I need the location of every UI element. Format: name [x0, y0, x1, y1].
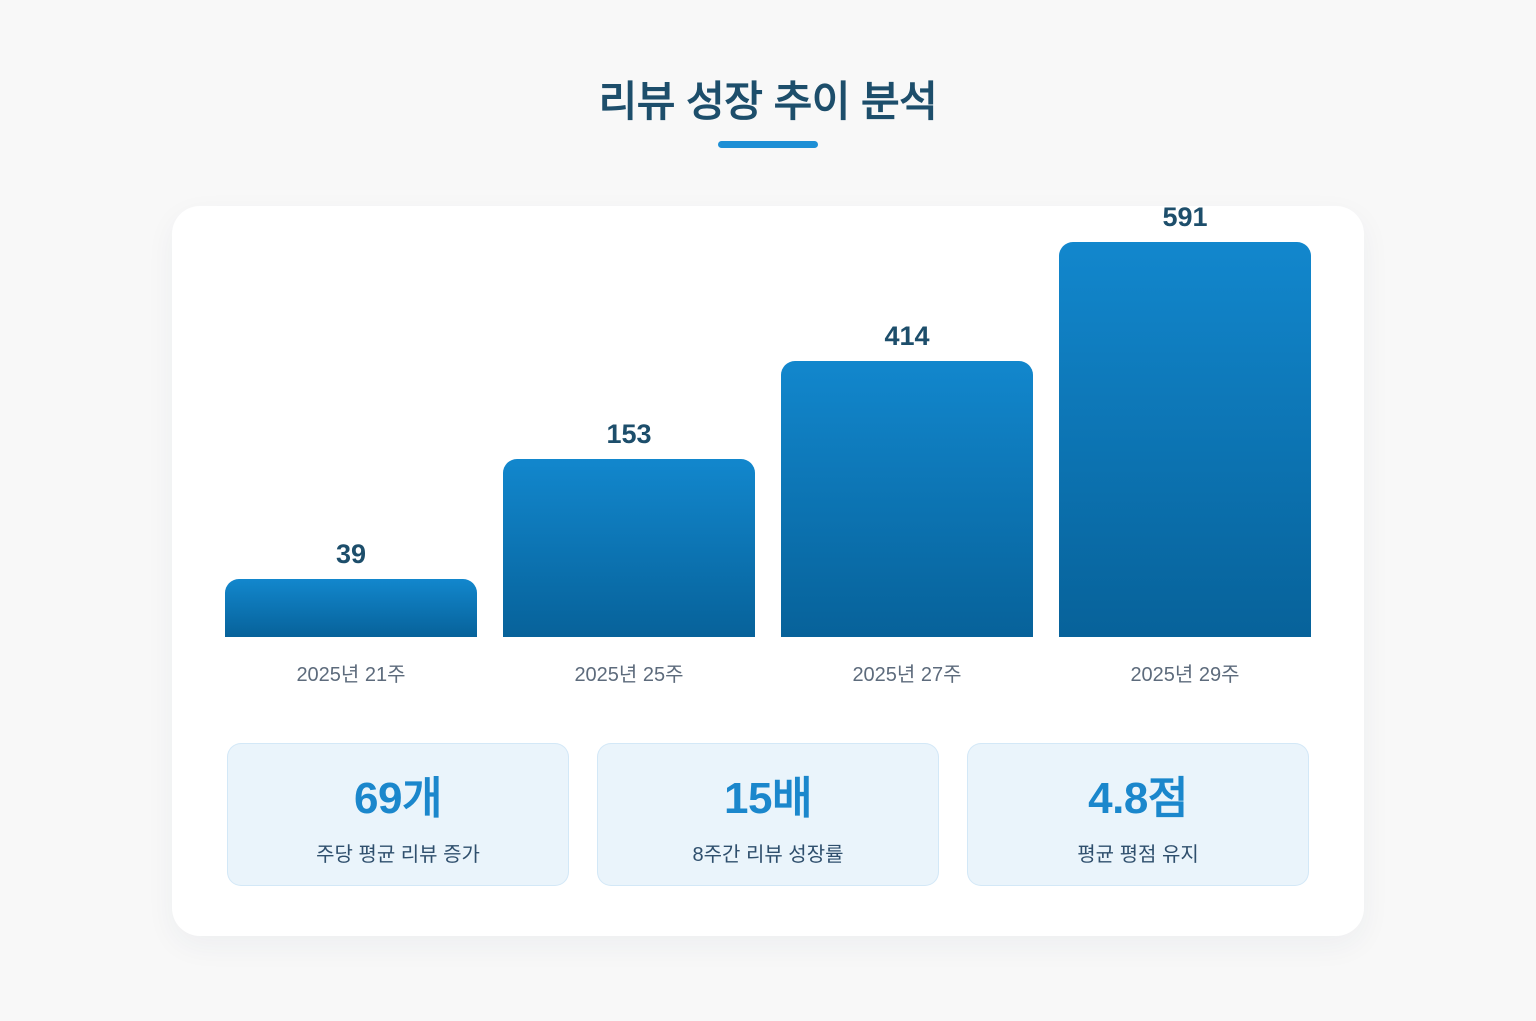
- bar-value-label: 591: [1162, 202, 1208, 232]
- page-title: 리뷰 성장 추이 분석: [598, 78, 938, 125]
- bar-category-label: 2025년 29주: [1130, 664, 1240, 686]
- bar-value-label: 414: [884, 320, 930, 351]
- bar-group: 414: [781, 242, 1033, 637]
- stat-value: 69개: [354, 774, 442, 823]
- chart-card: 39 153 414 591 2025년 21주 2025년 25주 2025년…: [172, 202, 1364, 936]
- stat-card: 4.8점 평균 평점 유지: [967, 743, 1309, 886]
- bar: 591: [1059, 202, 1311, 637]
- stat-label: 평균 평점 유지: [1077, 844, 1199, 866]
- bar-value-label: 153: [606, 419, 652, 450]
- bar-category-label: 2025년 27주: [852, 664, 962, 686]
- page-header: 리뷰 성장 추이 분석: [0, 0, 1536, 148]
- bar: 153: [503, 419, 755, 637]
- bar-group: 153: [503, 242, 755, 637]
- stat-value: 15배: [724, 774, 812, 823]
- x-axis-labels: 2025년 21주 2025년 25주 2025년 27주 2025년 29주: [225, 661, 1311, 689]
- stat-value: 4.8점: [1088, 774, 1188, 823]
- bar: 39: [225, 539, 477, 637]
- bar-category-label: 2025년 21주: [296, 664, 406, 686]
- stat-label: 8주간 리뷰 성장률: [692, 844, 844, 866]
- bar-group: 591: [1059, 202, 1311, 637]
- bar-value-label: 39: [335, 538, 367, 569]
- stat-card: 15배 8주간 리뷰 성장률: [597, 743, 939, 886]
- title-underline-decoration: [718, 141, 818, 148]
- bar-group: 39: [225, 242, 477, 637]
- stat-label: 주당 평균 리뷰 증가: [316, 844, 480, 866]
- stats-row: 69개 주당 평균 리뷰 증가 15배 8주간 리뷰 성장률 4.8점 평균 평…: [225, 743, 1311, 886]
- bar: 414: [781, 321, 1033, 637]
- bar-chart-plot-area: 39 153 414 591: [225, 202, 1311, 637]
- stat-card: 69개 주당 평균 리뷰 증가: [227, 743, 569, 886]
- bar-category-label: 2025년 25주: [574, 664, 684, 686]
